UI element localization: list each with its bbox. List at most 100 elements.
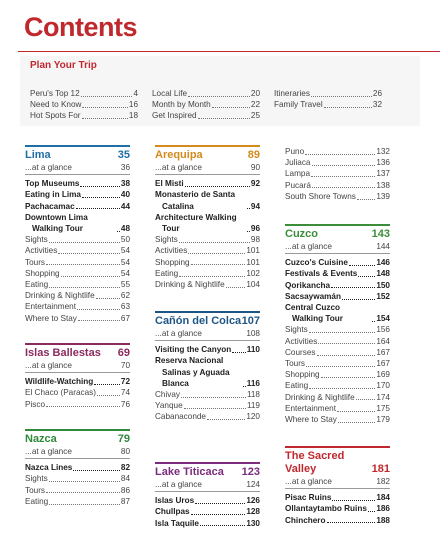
entry: Lampa 137 bbox=[285, 168, 390, 179]
leader bbox=[46, 492, 120, 494]
entry: Where to Stay 179 bbox=[285, 414, 390, 425]
page-number: 116 bbox=[246, 378, 260, 388]
page-number: 119 bbox=[246, 401, 260, 411]
entry: Tours 167 bbox=[285, 358, 390, 369]
entry-label: Courses bbox=[285, 347, 316, 357]
leader bbox=[331, 287, 376, 289]
leader bbox=[356, 198, 376, 200]
section: Lima 35 ...at a glance 36 Top Museums 38 Eatin… bbox=[25, 145, 130, 324]
leader bbox=[311, 164, 376, 166]
entry-label: Festivals & Events bbox=[285, 269, 358, 279]
glance-label: ...at a glance bbox=[155, 163, 202, 172]
highlight-entry: Festivals & Events 148 bbox=[285, 268, 390, 279]
leader bbox=[246, 208, 250, 210]
page-number: 96 bbox=[250, 224, 260, 234]
page-number: 188 bbox=[376, 515, 390, 525]
glance-page: 36 bbox=[120, 163, 130, 172]
entry-label: Hot Spots For bbox=[30, 111, 81, 121]
leader bbox=[46, 264, 120, 266]
glance-row: ...at a glance 80 bbox=[25, 446, 130, 460]
entry: Drinking & Nightlife 62 bbox=[25, 290, 130, 301]
leader bbox=[48, 481, 120, 483]
glance-label: ...at a glance bbox=[25, 447, 72, 456]
glance-label: ...at a glance bbox=[155, 329, 202, 338]
leader bbox=[77, 320, 120, 322]
section-header: Islas Ballestas 69 bbox=[25, 343, 130, 360]
entry: El Chaco (Paracas) 74 bbox=[25, 387, 130, 398]
page-number: 84 bbox=[120, 474, 130, 484]
leader bbox=[242, 385, 246, 387]
leader bbox=[311, 187, 376, 189]
glance-page: 144 bbox=[376, 242, 390, 251]
section: Arequipa 89 ...at a glance 90 El Misti 92 Mona… bbox=[155, 145, 260, 290]
leader bbox=[326, 522, 376, 524]
glance-label: ...at a glance bbox=[25, 163, 72, 172]
page-number: 184 bbox=[376, 493, 390, 503]
entry: Sights 84 bbox=[25, 473, 130, 484]
entry-label: Where to Stay bbox=[285, 415, 337, 425]
glance-row: ...at a glance 70 bbox=[25, 360, 130, 374]
page-number: 170 bbox=[376, 381, 390, 391]
entry-label: Where to Stay bbox=[25, 313, 77, 323]
page-number: 167 bbox=[376, 359, 390, 369]
page-number: 62 bbox=[120, 291, 130, 301]
leader bbox=[97, 395, 120, 397]
highlight-entry: Chinchero 188 bbox=[285, 515, 390, 526]
page-number: 146 bbox=[376, 258, 390, 268]
leader bbox=[211, 106, 250, 108]
entry-label: Top Museums bbox=[25, 179, 80, 189]
leader bbox=[188, 95, 250, 97]
page-number: 164 bbox=[376, 336, 390, 346]
leader bbox=[372, 320, 376, 322]
section-header: Arequipa 89 bbox=[155, 145, 260, 162]
leader bbox=[116, 230, 120, 232]
entry-label: Shopping bbox=[155, 257, 190, 267]
page-number: 167 bbox=[376, 347, 390, 357]
plan-entry: Need to Know 16 bbox=[30, 99, 138, 110]
leader bbox=[181, 396, 246, 398]
section-title: Cañón del Colca bbox=[155, 315, 242, 327]
entry-label: Nazca Lines bbox=[25, 463, 73, 473]
leader bbox=[311, 176, 376, 178]
section-page: 143 bbox=[371, 228, 390, 240]
glance-label: ...at a glance bbox=[155, 480, 202, 489]
highlight-entry: Downtown Lima Walking Tour 48 bbox=[25, 212, 130, 234]
highlight-entry: Top Museums 38 bbox=[25, 178, 130, 189]
leader bbox=[80, 185, 120, 187]
leader bbox=[184, 185, 250, 187]
page-number: 50 bbox=[120, 235, 130, 245]
page-number: 156 bbox=[376, 325, 390, 335]
entry-label: Peru's Top 12 bbox=[30, 89, 80, 98]
page-number: 4 bbox=[133, 89, 138, 98]
leader bbox=[81, 197, 120, 199]
entry-label: Islas Uros bbox=[155, 496, 195, 506]
entry-label: Month by Month bbox=[152, 100, 211, 110]
leader bbox=[179, 275, 246, 277]
entry-label: Chivay bbox=[155, 390, 181, 400]
section-header: The Sacred Valley 181 bbox=[285, 446, 390, 476]
entry-label: Cuzco's Cuisine bbox=[285, 258, 348, 268]
entry-label: Tours bbox=[25, 257, 46, 267]
plan-entry: Peru's Top 12 4 bbox=[30, 88, 138, 99]
highlight-entry: Eating in Lima 40 bbox=[25, 189, 130, 200]
entry: Activities 54 bbox=[25, 245, 130, 256]
plan-column: Local Life 20 Month by Month 22 Get Inspired… bbox=[152, 88, 260, 122]
highlight-entry: Isla Taquile 130 bbox=[155, 518, 260, 529]
page-number: 67 bbox=[120, 313, 130, 323]
entry: Puno 132 bbox=[285, 146, 390, 157]
entry-label: Sights bbox=[25, 474, 48, 484]
glance-page: 124 bbox=[246, 480, 260, 489]
page-number: 54 bbox=[120, 257, 130, 267]
leader bbox=[337, 421, 376, 423]
leader bbox=[310, 95, 372, 97]
entry-label: Activities bbox=[285, 336, 318, 346]
entry-label: Downtown Lima Walking Tour bbox=[25, 212, 88, 234]
highlight-entry: Ollantaytambo Ruins 186 bbox=[285, 503, 390, 514]
leader bbox=[305, 153, 376, 155]
entry: Courses 167 bbox=[285, 347, 390, 358]
glance-row: ...at a glance 108 bbox=[155, 328, 260, 342]
highlight-entry: Chullpas 128 bbox=[155, 506, 260, 517]
entry-label: Central Cuzco Walking Tour bbox=[285, 303, 343, 324]
section-header: Lima 35 bbox=[25, 145, 130, 162]
entry-label: Monasterio de Santa Catalina bbox=[155, 190, 236, 211]
